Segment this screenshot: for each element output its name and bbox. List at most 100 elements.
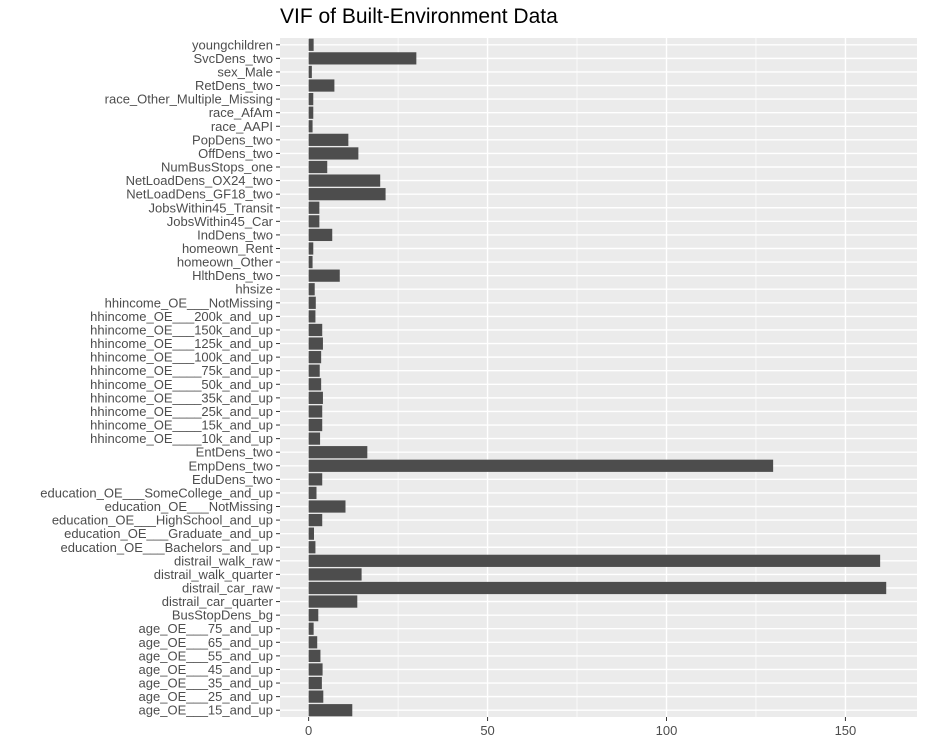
chart-title: VIF of Built-Environment Data [280,5,558,28]
bar [308,378,322,391]
bar [308,201,320,214]
y-tick-label: distrail_car_quarter [162,594,274,609]
bar [308,581,887,595]
y-tick-label: distrail_car_raw [182,580,274,595]
bar [308,38,314,51]
x-tick-label: 150 [835,723,857,738]
bar [308,609,319,622]
bar [308,106,314,119]
y-tick-label: age_OE___55_and_up [139,648,273,663]
y-tick-label: hhincome_OE____35k_and_up [90,390,273,405]
bar [308,269,340,282]
bar [308,133,349,146]
y-tick-label: NumBusStops_one [161,160,273,175]
y-tick-label: JobsWithin45_Car [167,214,274,229]
y-tick-label: age_OE___45_and_up [139,662,273,677]
bar [308,636,318,649]
x-tick-label: 50 [480,723,494,738]
y-tick-label: education_OE___SomeCollege_and_up [40,485,273,500]
bar [308,79,335,92]
x-axis: 0 50 100 150 [305,717,856,738]
bar [308,554,881,567]
y-tick-label: age_OE___25_and_up [139,689,273,704]
bar [308,676,322,690]
y-tick-label: JobsWithin45_Transit [148,200,273,215]
y-tick-label: race_Other_Multiple_Missing [105,92,273,107]
bar [308,473,323,486]
y-tick-label: homeown_Other [177,255,274,270]
bar [308,52,417,65]
y-tick-label: EduDens_two [192,472,273,487]
bar [308,337,323,350]
x-tick-label: 0 [305,723,312,738]
bar [308,541,316,554]
bar [308,242,314,255]
y-tick-label: sex_Male [217,64,273,79]
minor-gridlines [397,38,757,717]
y-tick-label: hhincome_OE___150k_and_up [90,322,273,337]
bar [308,283,315,296]
y-tick-label: education_OE___NotMissing [105,499,273,514]
bars-group [308,38,887,717]
y-tick-label: distrail_walk_raw [174,553,274,568]
y-tick-label: RetDens_two [195,78,273,93]
bar [308,323,323,337]
bar [308,663,323,676]
y-tick-label: BusStopDens_bg [172,608,273,623]
bar [308,527,314,540]
y-tick-label: distrail_walk_quarter [154,567,274,582]
y-axis: youngchildrenSvcDens_twosex_MaleRetDens_… [40,37,280,718]
bar [308,500,346,513]
y-tick-label: hhincome_OE___125k_and_up [90,336,273,351]
bar [308,405,323,418]
major-gridlines [280,38,917,717]
y-tick-label: hhsize [235,282,273,297]
bar [308,446,368,459]
bar [308,215,320,228]
y-tick-label: hhincome_OE___100k_and_up [90,350,273,365]
y-tick-label: SvcDens_two [194,51,273,66]
y-tick-label: homeown_Rent [182,241,273,256]
bar [308,65,312,79]
y-tick-label: hhincome_OE___NotMissing [105,295,273,310]
bar [308,486,317,500]
bar [308,391,323,404]
bar [308,513,323,527]
y-tick-label: age_OE___65_and_up [139,635,273,650]
bar [308,418,323,432]
bar [308,622,314,635]
bar [308,310,316,323]
y-tick-label: HlthDens_two [192,268,273,283]
bar [308,595,358,608]
bar [308,174,381,187]
bar [308,188,386,201]
bar [308,160,328,174]
y-tick-label: NetLoadDens_GF18_two [126,187,273,202]
y-tick-label: race_AAPI [211,119,273,134]
y-tick-label: OffDens_two [198,146,273,161]
bar [308,255,313,269]
bar [308,568,362,581]
bar [308,296,316,309]
bar [308,364,320,377]
y-tick-label: EntDens_two [196,445,273,460]
y-tick-label: education_OE___Graduate_and_up [64,526,273,541]
y-tick-label: NetLoadDens_OX24_two [126,173,273,188]
y-tick-label: age_OE___35_and_up [139,676,273,691]
y-tick-label: EmpDens_two [188,458,273,473]
bar [308,690,324,703]
bar [308,228,333,242]
bar [308,459,774,472]
y-tick-label: youngchildren [192,37,273,52]
y-tick-label: IndDens_two [197,227,273,242]
bar [308,120,313,133]
y-tick-label: hhincome_OE____75k_and_up [90,363,273,378]
y-tick-label: race_AfAm [209,105,273,120]
y-tick-label: PopDens_two [192,132,273,147]
y-tick-label: hhincome_OE____15k_and_up [90,418,273,433]
bar [308,432,321,445]
bar [308,351,322,364]
bar [308,649,321,663]
plot-panel [280,38,917,717]
